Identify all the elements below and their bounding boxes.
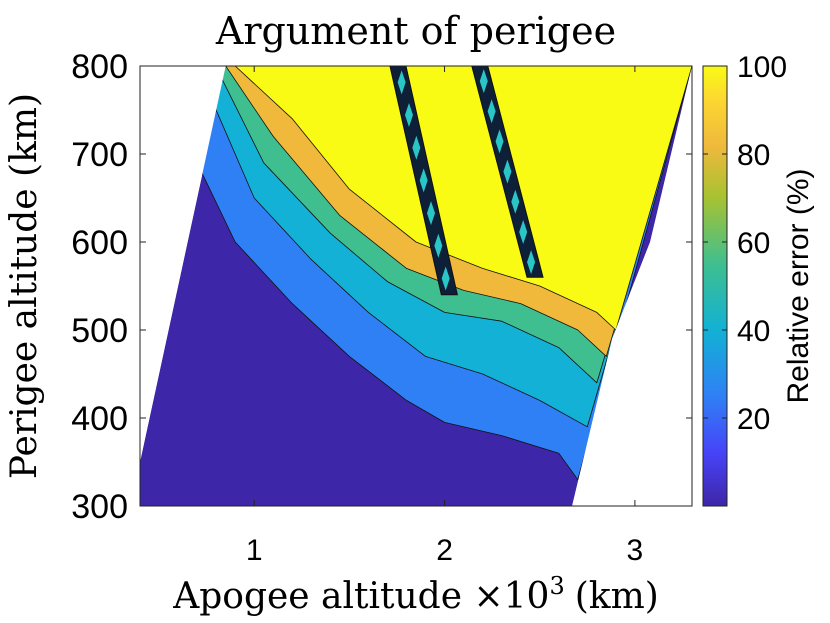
- streak-diamond: [419, 168, 428, 193]
- x-tick-label: 2: [436, 534, 453, 567]
- x-tick-label: 1: [246, 534, 263, 567]
- invalid-region: [572, 66, 692, 506]
- colorbar-tick-label: 60: [737, 227, 770, 260]
- y-axis: 300 400 500 600 700 800: [71, 48, 692, 526]
- streak-diamond: [487, 99, 496, 124]
- colorbar-tick-label: 40: [737, 315, 770, 348]
- streak-diamond: [427, 201, 436, 226]
- streak-diamond: [495, 129, 504, 154]
- streak-diamond: [404, 103, 413, 128]
- colorbar-ticks: 20 40 60 80 100: [703, 51, 787, 436]
- streak-diamond: [511, 189, 520, 214]
- contour-band-yellow: [234, 66, 692, 331]
- x-axis-label-unit: (km): [575, 576, 659, 617]
- y-tick-label: 600: [71, 224, 128, 262]
- invalid-region-left: [140, 66, 226, 462]
- streak-diamond: [479, 69, 488, 94]
- streak-diamond: [527, 250, 536, 275]
- y-tick-label: 300: [71, 488, 128, 526]
- streak-diamond: [412, 135, 421, 160]
- x-tick-label: 3: [627, 534, 644, 567]
- plot-frame: [139, 65, 693, 507]
- y-tick-label: 800: [71, 48, 128, 86]
- plot-area: [140, 66, 692, 506]
- colorbar-tick-label: 80: [737, 139, 770, 172]
- y-tick-label: 400: [71, 400, 128, 438]
- y-tick-label: 700: [71, 136, 128, 174]
- streak-diamond: [519, 219, 528, 244]
- x-axis-label-exponent: 3: [549, 572, 564, 600]
- x-axis-label: Apogee altitude ×103 (km): [172, 572, 659, 617]
- colorbar-tick-label: 20: [737, 403, 770, 436]
- streak-diamond: [397, 70, 406, 95]
- y-axis-label: Perigee altitude (km): [4, 93, 45, 479]
- colorbar-tick-label: 100: [737, 51, 787, 84]
- streak-diamond: [441, 266, 450, 291]
- colorbar-label: Relative error (%): [782, 168, 815, 403]
- chart-title: Argument of perigee: [215, 9, 616, 53]
- x-axis: 1 2 3: [246, 66, 643, 567]
- x-axis-label-main: Apogee altitude ×10: [172, 576, 549, 617]
- streak-diamond: [434, 233, 443, 258]
- colorbar: [702, 65, 728, 507]
- streak-diamond: [503, 159, 512, 184]
- y-tick-label: 500: [71, 312, 128, 350]
